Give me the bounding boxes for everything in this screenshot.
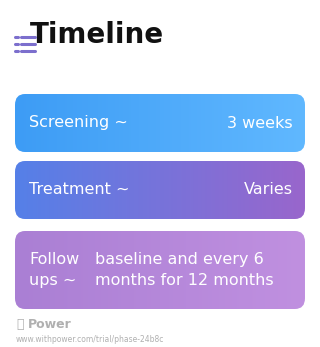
Text: Power: Power — [28, 319, 72, 331]
Text: ⯈: ⯈ — [16, 319, 23, 331]
Text: www.withpower.com/trial/phase-24b8c: www.withpower.com/trial/phase-24b8c — [16, 335, 164, 344]
Text: Follow
ups ~: Follow ups ~ — [29, 252, 79, 288]
Text: Screening ~: Screening ~ — [29, 116, 128, 130]
Text: 3 weeks: 3 weeks — [228, 116, 293, 130]
Text: Varies: Varies — [244, 183, 293, 197]
Text: baseline and every 6
months for 12 months: baseline and every 6 months for 12 month… — [95, 252, 274, 288]
Text: Timeline: Timeline — [30, 21, 164, 49]
Text: Treatment ~: Treatment ~ — [29, 183, 130, 197]
